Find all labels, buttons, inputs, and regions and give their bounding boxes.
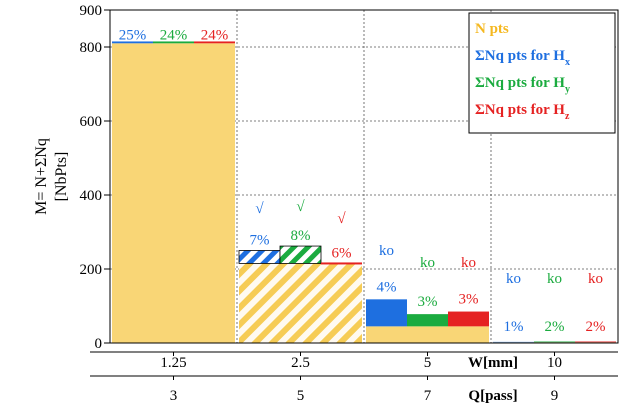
percent-label-Hz: 6% [332,245,352,261]
status-label-Hz: ko [461,255,476,271]
percent-label-Hy: 24% [160,27,188,43]
y-tick-label: 400 [80,188,103,204]
x-axis-2-tick-label: 9 [551,388,559,404]
y-tick-label: 0 [95,336,103,352]
percent-label-Hx: 1% [504,319,524,335]
bar-Hx-pts [366,299,407,326]
bar-Hy-pts [407,314,448,326]
legend-item-N: N pts [475,21,509,37]
x-axis-1-tick-label: 10 [547,355,562,371]
percent-label-Hy: 3% [418,294,438,310]
bar-N-pts [366,326,489,343]
y-tick-label: 900 [80,3,103,19]
status-label-Hz: √ [337,211,346,227]
y-tick-label: 800 [80,40,103,56]
y-axis-label-line2: [NbPts] [53,152,70,202]
percent-label-Hy: 8% [291,228,311,244]
bar-Hy-pts [534,342,575,343]
status-label-Hx: ko [379,243,394,259]
bar-Hy-pts [280,246,321,263]
status-label-Hx: √ [255,201,264,217]
y-axis-label-line1: M= N+ΣNq [33,138,50,215]
bar-N-pts [112,43,235,343]
x-axis-2-title: Q[pass] [468,388,517,404]
percent-label-Hx: 4% [377,279,397,295]
y-axis-label: M= N+ΣNq[NbPts] [33,138,70,215]
y-tick-label: 600 [80,114,103,130]
percent-label-Hy: 2% [545,319,565,335]
x-axis-1-tick-label: 2.5 [291,355,310,371]
bar-Hz-pts [321,262,362,264]
x-axis-2-tick-label: 5 [297,388,305,404]
x-axis-1-tick-label: 5 [424,355,432,371]
y-tick-label: 200 [80,262,103,278]
bar-Hz-pts [575,342,616,343]
status-label-Hx: ko [506,271,521,287]
status-label-Hy: ko [547,271,562,287]
status-label-Hy: √ [296,199,305,215]
bar-N-pts [239,263,362,343]
bar-Hz-pts [448,312,489,327]
x-axis-2-tick-label: 7 [424,388,432,404]
x-axis-1-title: W[mm] [468,355,518,371]
percent-label-Hz: 3% [459,292,479,308]
status-label-Hy: ko [420,255,435,271]
percent-label-Hz: 24% [201,27,229,43]
percent-label-Hz: 2% [586,319,606,335]
bar-Hx-pts [239,251,280,264]
x-axis-2-tick-label: 3 [170,388,178,404]
percent-label-Hx: 7% [250,233,270,249]
x-axis-1-tick-label: 1.25 [160,355,186,371]
percent-label-Hx: 25% [119,27,147,43]
status-label-Hz: ko [588,271,603,287]
